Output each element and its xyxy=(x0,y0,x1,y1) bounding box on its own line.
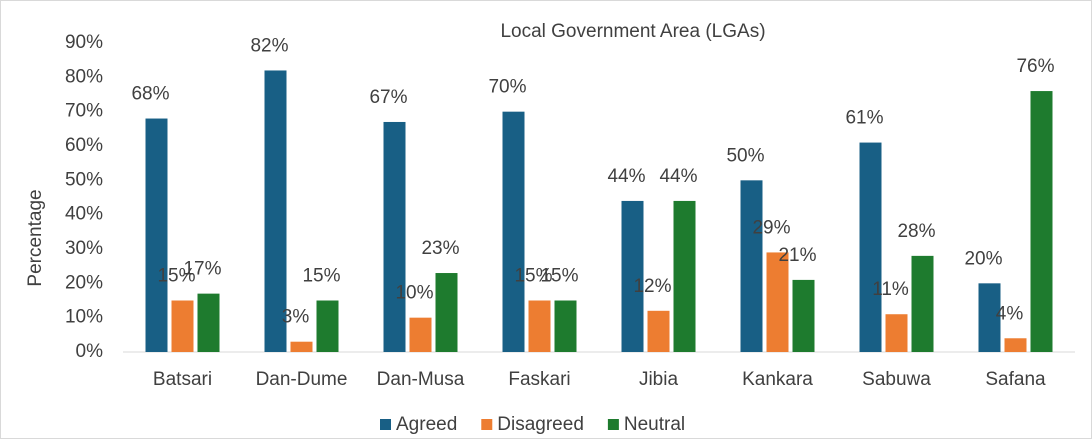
y-tick-label: 30% xyxy=(65,238,103,259)
x-tick-label: Dan-Musa xyxy=(377,369,465,390)
bar xyxy=(316,300,339,352)
y-tick-label: 90% xyxy=(65,32,103,53)
x-tick-label: Faskari xyxy=(508,369,570,390)
bar xyxy=(290,341,313,352)
chart-title: Local Government Area (LGAs) xyxy=(500,21,765,42)
data-label: 44% xyxy=(607,166,645,187)
bar xyxy=(978,283,1001,352)
legend-swatch xyxy=(380,419,391,430)
x-tick-label: Safana xyxy=(985,369,1046,390)
data-label: 44% xyxy=(659,166,697,187)
data-label: 20% xyxy=(964,248,1002,269)
bar xyxy=(766,252,789,352)
data-label: 68% xyxy=(131,84,169,105)
data-label: 15% xyxy=(514,266,552,287)
bar xyxy=(435,273,458,352)
y-tick-label: 40% xyxy=(65,204,103,225)
data-label: 23% xyxy=(421,238,459,259)
y-tick-label: 60% xyxy=(65,135,103,156)
bar xyxy=(502,111,525,353)
bar xyxy=(145,118,168,353)
legend-swatch xyxy=(607,419,619,430)
bar xyxy=(792,279,815,352)
bar xyxy=(554,300,577,352)
bar xyxy=(911,255,934,352)
bar xyxy=(621,200,644,352)
data-label: 4% xyxy=(996,303,1024,324)
y-tick-label: 0% xyxy=(76,341,104,362)
data-label: 15% xyxy=(302,266,340,287)
bar xyxy=(859,142,882,352)
legend-label: Agreed xyxy=(396,414,457,435)
y-tick-label: 80% xyxy=(65,66,103,87)
data-label: 15% xyxy=(540,266,578,287)
data-label: 21% xyxy=(778,245,816,266)
bar xyxy=(1030,91,1053,353)
data-label: 28% xyxy=(897,221,935,242)
legend-label: Disagreed xyxy=(497,414,584,435)
bar xyxy=(383,121,406,352)
data-label: 61% xyxy=(845,108,883,129)
y-axis-label: Percentage xyxy=(25,189,46,286)
data-label: 15% xyxy=(157,266,195,287)
data-label: 3% xyxy=(282,307,310,328)
bar xyxy=(740,180,763,352)
x-tick-label: Jibia xyxy=(639,369,679,390)
data-label: 17% xyxy=(183,259,221,280)
bar xyxy=(1004,338,1027,352)
data-label: 82% xyxy=(250,35,288,56)
bar xyxy=(171,300,194,352)
data-label: 50% xyxy=(726,145,764,166)
data-label: 10% xyxy=(395,283,433,304)
data-label: 76% xyxy=(1016,56,1054,77)
data-label: 29% xyxy=(752,217,790,238)
legend-label: Neutral xyxy=(624,414,685,435)
bar xyxy=(673,200,696,352)
bar xyxy=(885,314,908,352)
y-tick-label: 50% xyxy=(65,169,103,190)
bar xyxy=(264,70,287,352)
y-tick-label: 10% xyxy=(65,307,103,328)
bar xyxy=(197,293,220,352)
x-tick-label: Sabuwa xyxy=(862,369,931,390)
y-tick-label: 20% xyxy=(65,272,103,293)
data-label: 11% xyxy=(872,279,909,300)
data-label: 67% xyxy=(369,87,407,108)
x-tick-label: Batsari xyxy=(153,369,212,390)
x-tick-label: Dan-Dume xyxy=(256,369,348,390)
legend-swatch xyxy=(481,419,493,430)
bar xyxy=(647,310,670,352)
bar xyxy=(528,300,551,352)
bar xyxy=(409,317,432,352)
data-label: 70% xyxy=(488,77,526,98)
y-tick-label: 70% xyxy=(65,101,103,122)
x-tick-label: Kankara xyxy=(742,369,813,390)
data-label: 12% xyxy=(633,276,671,297)
